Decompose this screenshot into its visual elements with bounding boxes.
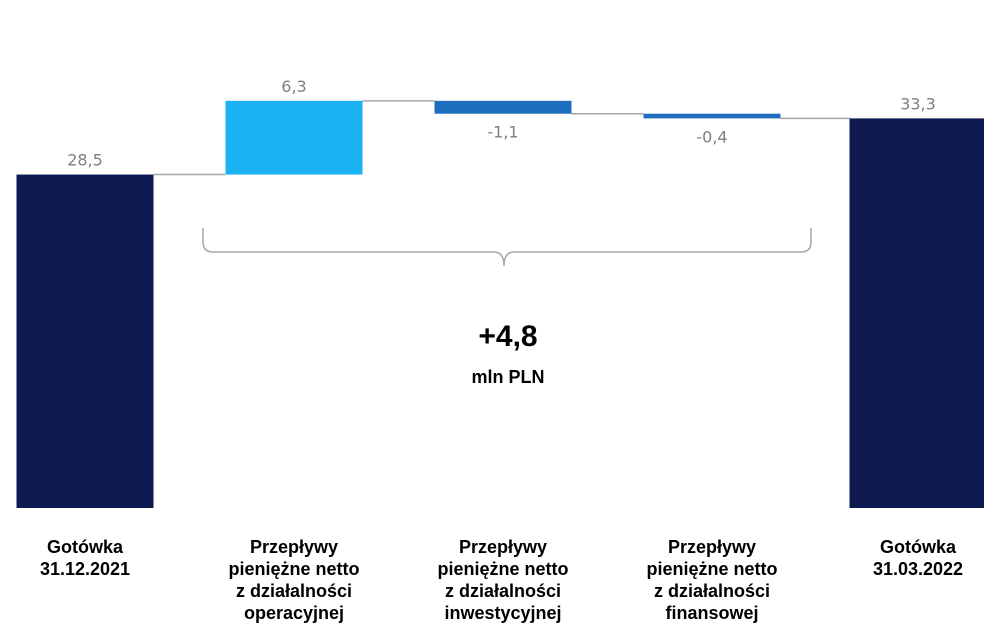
bar-5 [849, 118, 984, 508]
value-label-3: -1,1 [487, 123, 518, 142]
category-label-4: Przepływy pieniężne netto z działalności fi… [646, 537, 777, 623]
bar-3 [434, 100, 572, 114]
category-label-1: Gotówka 31.12.2021 [40, 537, 130, 579]
category-label-5: Gotówka 31.03.2022 [873, 537, 963, 579]
category-labels-group: Gotówka 31.12.2021 Przepływy pieniężne nett… [40, 537, 963, 623]
value-labels-group: 28,5 6,3 -1,1 -0,4 33,3 [67, 77, 936, 170]
bar-2 [225, 100, 363, 175]
value-label-5: 33,3 [900, 94, 936, 113]
category-label-2: Przepływy pieniężne netto z działalności op… [228, 537, 359, 623]
bar-1 [16, 174, 154, 509]
value-label-2: 6,3 [281, 77, 306, 96]
total-change-unit: mln PLN [471, 367, 544, 387]
value-label-1: 28,5 [67, 151, 103, 170]
connector-lines [153, 100, 850, 176]
category-label-3: Przepływy pieniężne netto z działalności in… [437, 537, 568, 623]
bars-group [16, 100, 984, 509]
total-change-value: +4,8 [478, 320, 537, 353]
total-change-brace [202, 228, 812, 267]
bar-4 [643, 113, 781, 119]
value-label-4: -0,4 [696, 127, 727, 146]
